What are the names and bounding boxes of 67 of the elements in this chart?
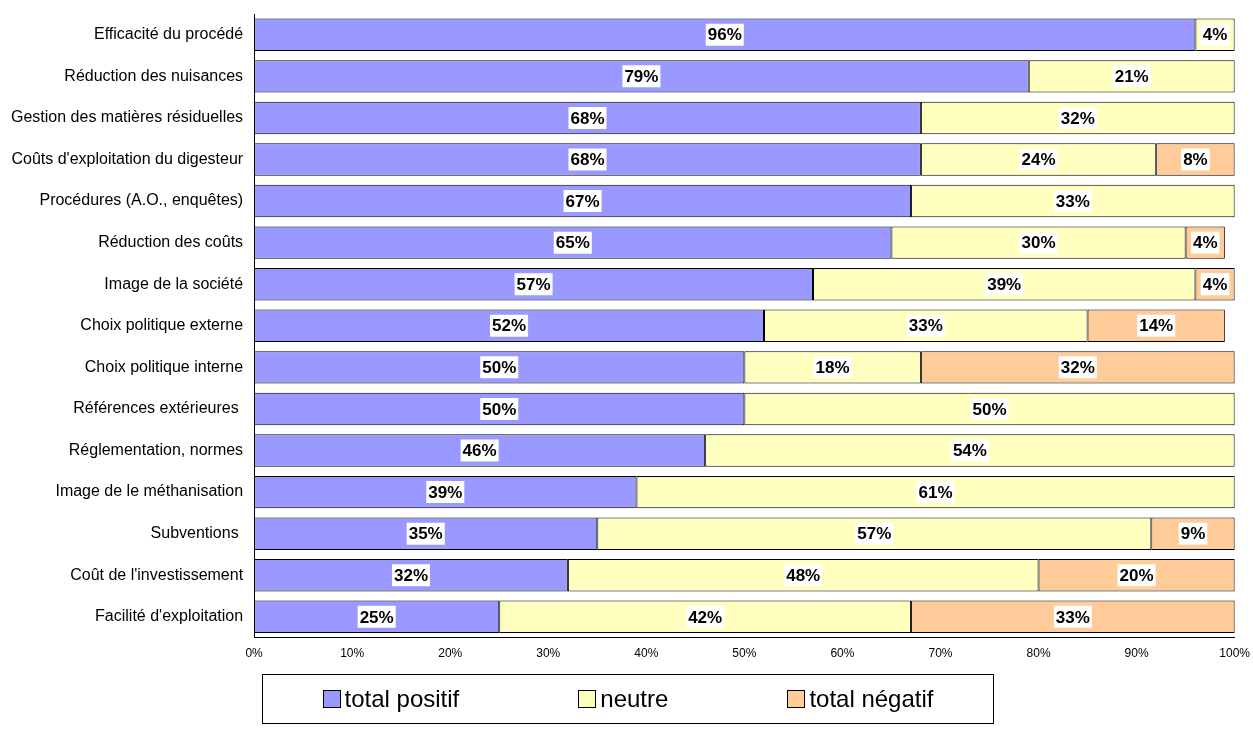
data-label: 4% (1202, 25, 1228, 45)
y-tick-label: Image de la société (104, 274, 244, 292)
data-label: 50% (482, 399, 517, 419)
y-tick-label: Procédures (A.O., enquêtes) (39, 191, 244, 209)
data-label: 52% (492, 316, 527, 336)
legend-label: neutre (600, 685, 669, 713)
data-label: 18% (815, 358, 850, 378)
y-tick-label: Réduction des coûts (98, 233, 244, 251)
data-label: 21% (1114, 67, 1149, 87)
data-label: 32% (1060, 108, 1095, 128)
data-label: 68% (570, 150, 605, 170)
data-label: 65% (555, 233, 590, 253)
x-tick-label: 100% (1219, 646, 1251, 661)
data-label: 50% (972, 399, 1007, 419)
data-label: 9% (1180, 524, 1206, 544)
y-tick-label: Coût de l'investissement (70, 565, 244, 583)
data-label: 24% (1021, 150, 1056, 170)
x-tick-label: 10% (340, 646, 365, 661)
y-tick-label: Références extérieures (73, 399, 244, 417)
data-label: 50% (482, 358, 517, 378)
data-label: 57% (857, 524, 892, 544)
data-label: 96% (707, 25, 742, 45)
y-tick-label: Image de le méthanisation (55, 482, 244, 500)
data-label: 42% (688, 607, 723, 627)
data-label: 39% (987, 274, 1022, 294)
x-tick-label: 60% (830, 646, 855, 661)
data-label: 61% (918, 482, 953, 502)
data-label: 25% (359, 607, 394, 627)
legend-label: total négatif (809, 685, 934, 713)
y-tick-label: Choix politique externe (80, 316, 244, 334)
data-label: 20% (1119, 565, 1154, 585)
y-tick-label: Réduction des nuisances (64, 66, 244, 84)
data-label: 14% (1139, 316, 1174, 336)
data-label: 4% (1202, 274, 1228, 294)
y-tick-label: Choix politique interne (84, 357, 244, 375)
y-tick-label: Réglementation, normes (68, 440, 244, 458)
data-label: 33% (1055, 191, 1090, 211)
data-label: 8% (1183, 150, 1208, 170)
data-label: 30% (1021, 233, 1056, 253)
data-label: 32% (1060, 358, 1095, 378)
data-label: 68% (570, 108, 605, 128)
data-label: 33% (908, 316, 943, 336)
y-tick-label: Facilité d'exploitation (95, 607, 244, 625)
x-tick-label: 50% (732, 646, 757, 661)
data-label: 4% (1192, 233, 1218, 253)
data-label: 39% (428, 482, 463, 502)
data-label: 46% (462, 441, 497, 461)
y-tick-label: Gestion des matières résiduelles (11, 108, 244, 126)
data-label: 32% (393, 565, 429, 585)
y-tick-label: Efficacité du procédé (93, 25, 244, 43)
x-tick-label: 30% (536, 646, 561, 661)
data-label: 35% (408, 524, 443, 544)
y-tick-label: Subventions (150, 524, 244, 542)
data-label: 54% (952, 441, 987, 461)
x-tick-label: 40% (634, 646, 659, 661)
x-tick-label: 90% (1124, 646, 1149, 661)
x-tick-label: 0% (245, 646, 264, 661)
x-tick-label: 80% (1026, 646, 1051, 661)
data-label: 67% (565, 191, 600, 211)
data-label: 79% (624, 67, 659, 87)
data-label: 48% (786, 565, 821, 585)
y-tick-label: Coûts d'exploitation du digesteur (11, 149, 244, 167)
data-label: 57% (516, 274, 551, 294)
x-tick-label: 20% (438, 646, 463, 661)
x-tick-label: 70% (928, 646, 953, 661)
text: total positif (344, 685, 460, 713)
data-label: 33% (1055, 607, 1090, 627)
